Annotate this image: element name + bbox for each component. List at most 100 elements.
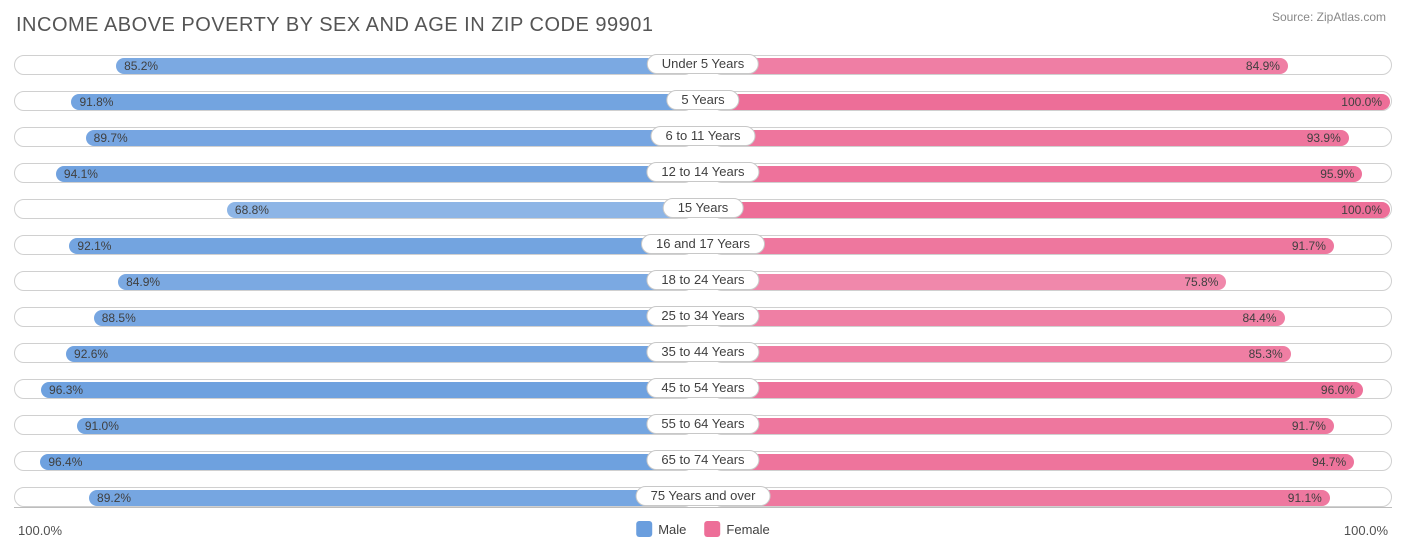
male-swatch bbox=[636, 521, 652, 537]
female-track: 84.9% bbox=[712, 55, 1392, 75]
male-bar: 96.3% bbox=[41, 382, 692, 398]
female-track: 100.0% bbox=[712, 91, 1392, 111]
age-label: 35 to 44 Years bbox=[646, 342, 759, 362]
female-track: 96.0% bbox=[712, 379, 1392, 399]
male-bar: 89.2% bbox=[89, 490, 692, 506]
male-value: 89.7% bbox=[94, 131, 128, 146]
female-track: 94.7% bbox=[712, 451, 1392, 471]
female-bar: 96.0% bbox=[714, 382, 1363, 398]
male-track: 96.3% bbox=[14, 379, 694, 399]
female-bar: 94.7% bbox=[714, 454, 1354, 470]
female-value: 75.8% bbox=[1184, 275, 1218, 290]
female-value: 100.0% bbox=[1341, 95, 1382, 110]
male-value: 88.5% bbox=[102, 311, 136, 326]
female-bar: 91.1% bbox=[714, 490, 1330, 506]
male-track: 96.4% bbox=[14, 451, 694, 471]
male-bar: 89.7% bbox=[86, 130, 692, 146]
female-value: 85.3% bbox=[1249, 347, 1283, 362]
legend-female-label: Female bbox=[726, 522, 769, 537]
legend-male-label: Male bbox=[658, 522, 686, 537]
male-value: 96.4% bbox=[48, 455, 82, 470]
female-value: 95.9% bbox=[1320, 167, 1354, 182]
chart-row: 88.5% 84.4% 25 to 34 Years bbox=[14, 303, 1392, 331]
male-bar: 88.5% bbox=[94, 310, 692, 326]
male-bar: 92.1% bbox=[69, 238, 692, 254]
male-value: 96.3% bbox=[49, 383, 83, 398]
chart-footer: 100.0% Male Female 100.0% bbox=[14, 519, 1392, 549]
male-track: 91.0% bbox=[14, 415, 694, 435]
female-track: 75.8% bbox=[712, 271, 1392, 291]
male-bar: 91.8% bbox=[71, 94, 692, 110]
female-value: 91.7% bbox=[1292, 239, 1326, 254]
female-bar: 75.8% bbox=[714, 274, 1226, 290]
male-bar: 84.9% bbox=[118, 274, 692, 290]
female-track: 91.7% bbox=[712, 415, 1392, 435]
female-bar: 100.0% bbox=[714, 94, 1390, 110]
chart-row: 96.4% 94.7% 65 to 74 Years bbox=[14, 447, 1392, 475]
male-value: 91.8% bbox=[79, 95, 113, 110]
age-label: Under 5 Years bbox=[647, 54, 759, 74]
age-label: 45 to 54 Years bbox=[646, 378, 759, 398]
female-value: 100.0% bbox=[1341, 203, 1382, 218]
age-label: 18 to 24 Years bbox=[646, 270, 759, 290]
male-track: 89.2% bbox=[14, 487, 694, 507]
female-bar: 93.9% bbox=[714, 130, 1349, 146]
axis-left-label: 100.0% bbox=[18, 523, 62, 538]
female-track: 95.9% bbox=[712, 163, 1392, 183]
legend: Male Female bbox=[636, 521, 770, 537]
female-track: 100.0% bbox=[712, 199, 1392, 219]
male-track: 92.6% bbox=[14, 343, 694, 363]
poverty-chart: INCOME ABOVE POVERTY BY SEX AND AGE IN Z… bbox=[0, 0, 1406, 559]
male-track: 68.8% bbox=[14, 199, 694, 219]
male-value: 89.2% bbox=[97, 491, 131, 506]
age-label: 5 Years bbox=[666, 90, 739, 110]
male-track: 94.1% bbox=[14, 163, 694, 183]
age-label: 6 to 11 Years bbox=[651, 126, 756, 146]
female-swatch bbox=[704, 521, 720, 537]
chart-row: 84.9% 75.8% 18 to 24 Years bbox=[14, 267, 1392, 295]
female-value: 94.7% bbox=[1312, 455, 1346, 470]
female-value: 93.9% bbox=[1307, 131, 1341, 146]
female-track: 85.3% bbox=[712, 343, 1392, 363]
age-label: 15 Years bbox=[663, 198, 744, 218]
male-value: 85.2% bbox=[124, 59, 158, 74]
age-label: 12 to 14 Years bbox=[646, 162, 759, 182]
female-bar: 100.0% bbox=[714, 202, 1390, 218]
male-bar: 92.6% bbox=[66, 346, 692, 362]
male-bar: 94.1% bbox=[56, 166, 692, 182]
male-track: 84.9% bbox=[14, 271, 694, 291]
female-track: 93.9% bbox=[712, 127, 1392, 147]
chart-row: 91.8% 100.0% 5 Years bbox=[14, 87, 1392, 115]
legend-male: Male bbox=[636, 521, 686, 537]
female-value: 91.7% bbox=[1292, 419, 1326, 434]
male-bar: 68.8% bbox=[227, 202, 692, 218]
female-value: 84.4% bbox=[1243, 311, 1277, 326]
age-label: 65 to 74 Years bbox=[646, 450, 759, 470]
male-value: 94.1% bbox=[64, 167, 98, 182]
chart-row: 92.1% 91.7% 16 and 17 Years bbox=[14, 231, 1392, 259]
male-value: 84.9% bbox=[126, 275, 160, 290]
chart-row: 96.3% 96.0% 45 to 54 Years bbox=[14, 375, 1392, 403]
chart-row: 94.1% 95.9% 12 to 14 Years bbox=[14, 159, 1392, 187]
male-bar: 96.4% bbox=[40, 454, 692, 470]
chart-rows: 85.2%84.9%Under 5 Years91.8%100.0%5 Year… bbox=[14, 51, 1392, 511]
male-bar: 85.2% bbox=[116, 58, 692, 74]
chart-title: INCOME ABOVE POVERTY BY SEX AND AGE IN Z… bbox=[16, 14, 1392, 37]
male-value: 92.1% bbox=[77, 239, 111, 254]
male-track: 89.7% bbox=[14, 127, 694, 147]
female-bar: 84.9% bbox=[714, 58, 1288, 74]
age-label: 16 and 17 Years bbox=[641, 234, 765, 254]
chart-row: 89.7% 93.9% 6 to 11 Years bbox=[14, 123, 1392, 151]
axis-right-label: 100.0% bbox=[1344, 523, 1388, 538]
male-track: 88.5% bbox=[14, 307, 694, 327]
male-value: 68.8% bbox=[235, 203, 269, 218]
female-track: 91.7% bbox=[712, 235, 1392, 255]
male-track: 92.1% bbox=[14, 235, 694, 255]
female-track: 91.1% bbox=[712, 487, 1392, 507]
female-track: 84.4% bbox=[712, 307, 1392, 327]
chart-row: 91.0%91.7%55 to 64 Years bbox=[14, 411, 1392, 439]
female-bar: 84.4% bbox=[714, 310, 1285, 326]
male-value: 92.6% bbox=[74, 347, 108, 362]
female-value: 96.0% bbox=[1321, 383, 1355, 398]
age-label: 25 to 34 Years bbox=[646, 306, 759, 326]
